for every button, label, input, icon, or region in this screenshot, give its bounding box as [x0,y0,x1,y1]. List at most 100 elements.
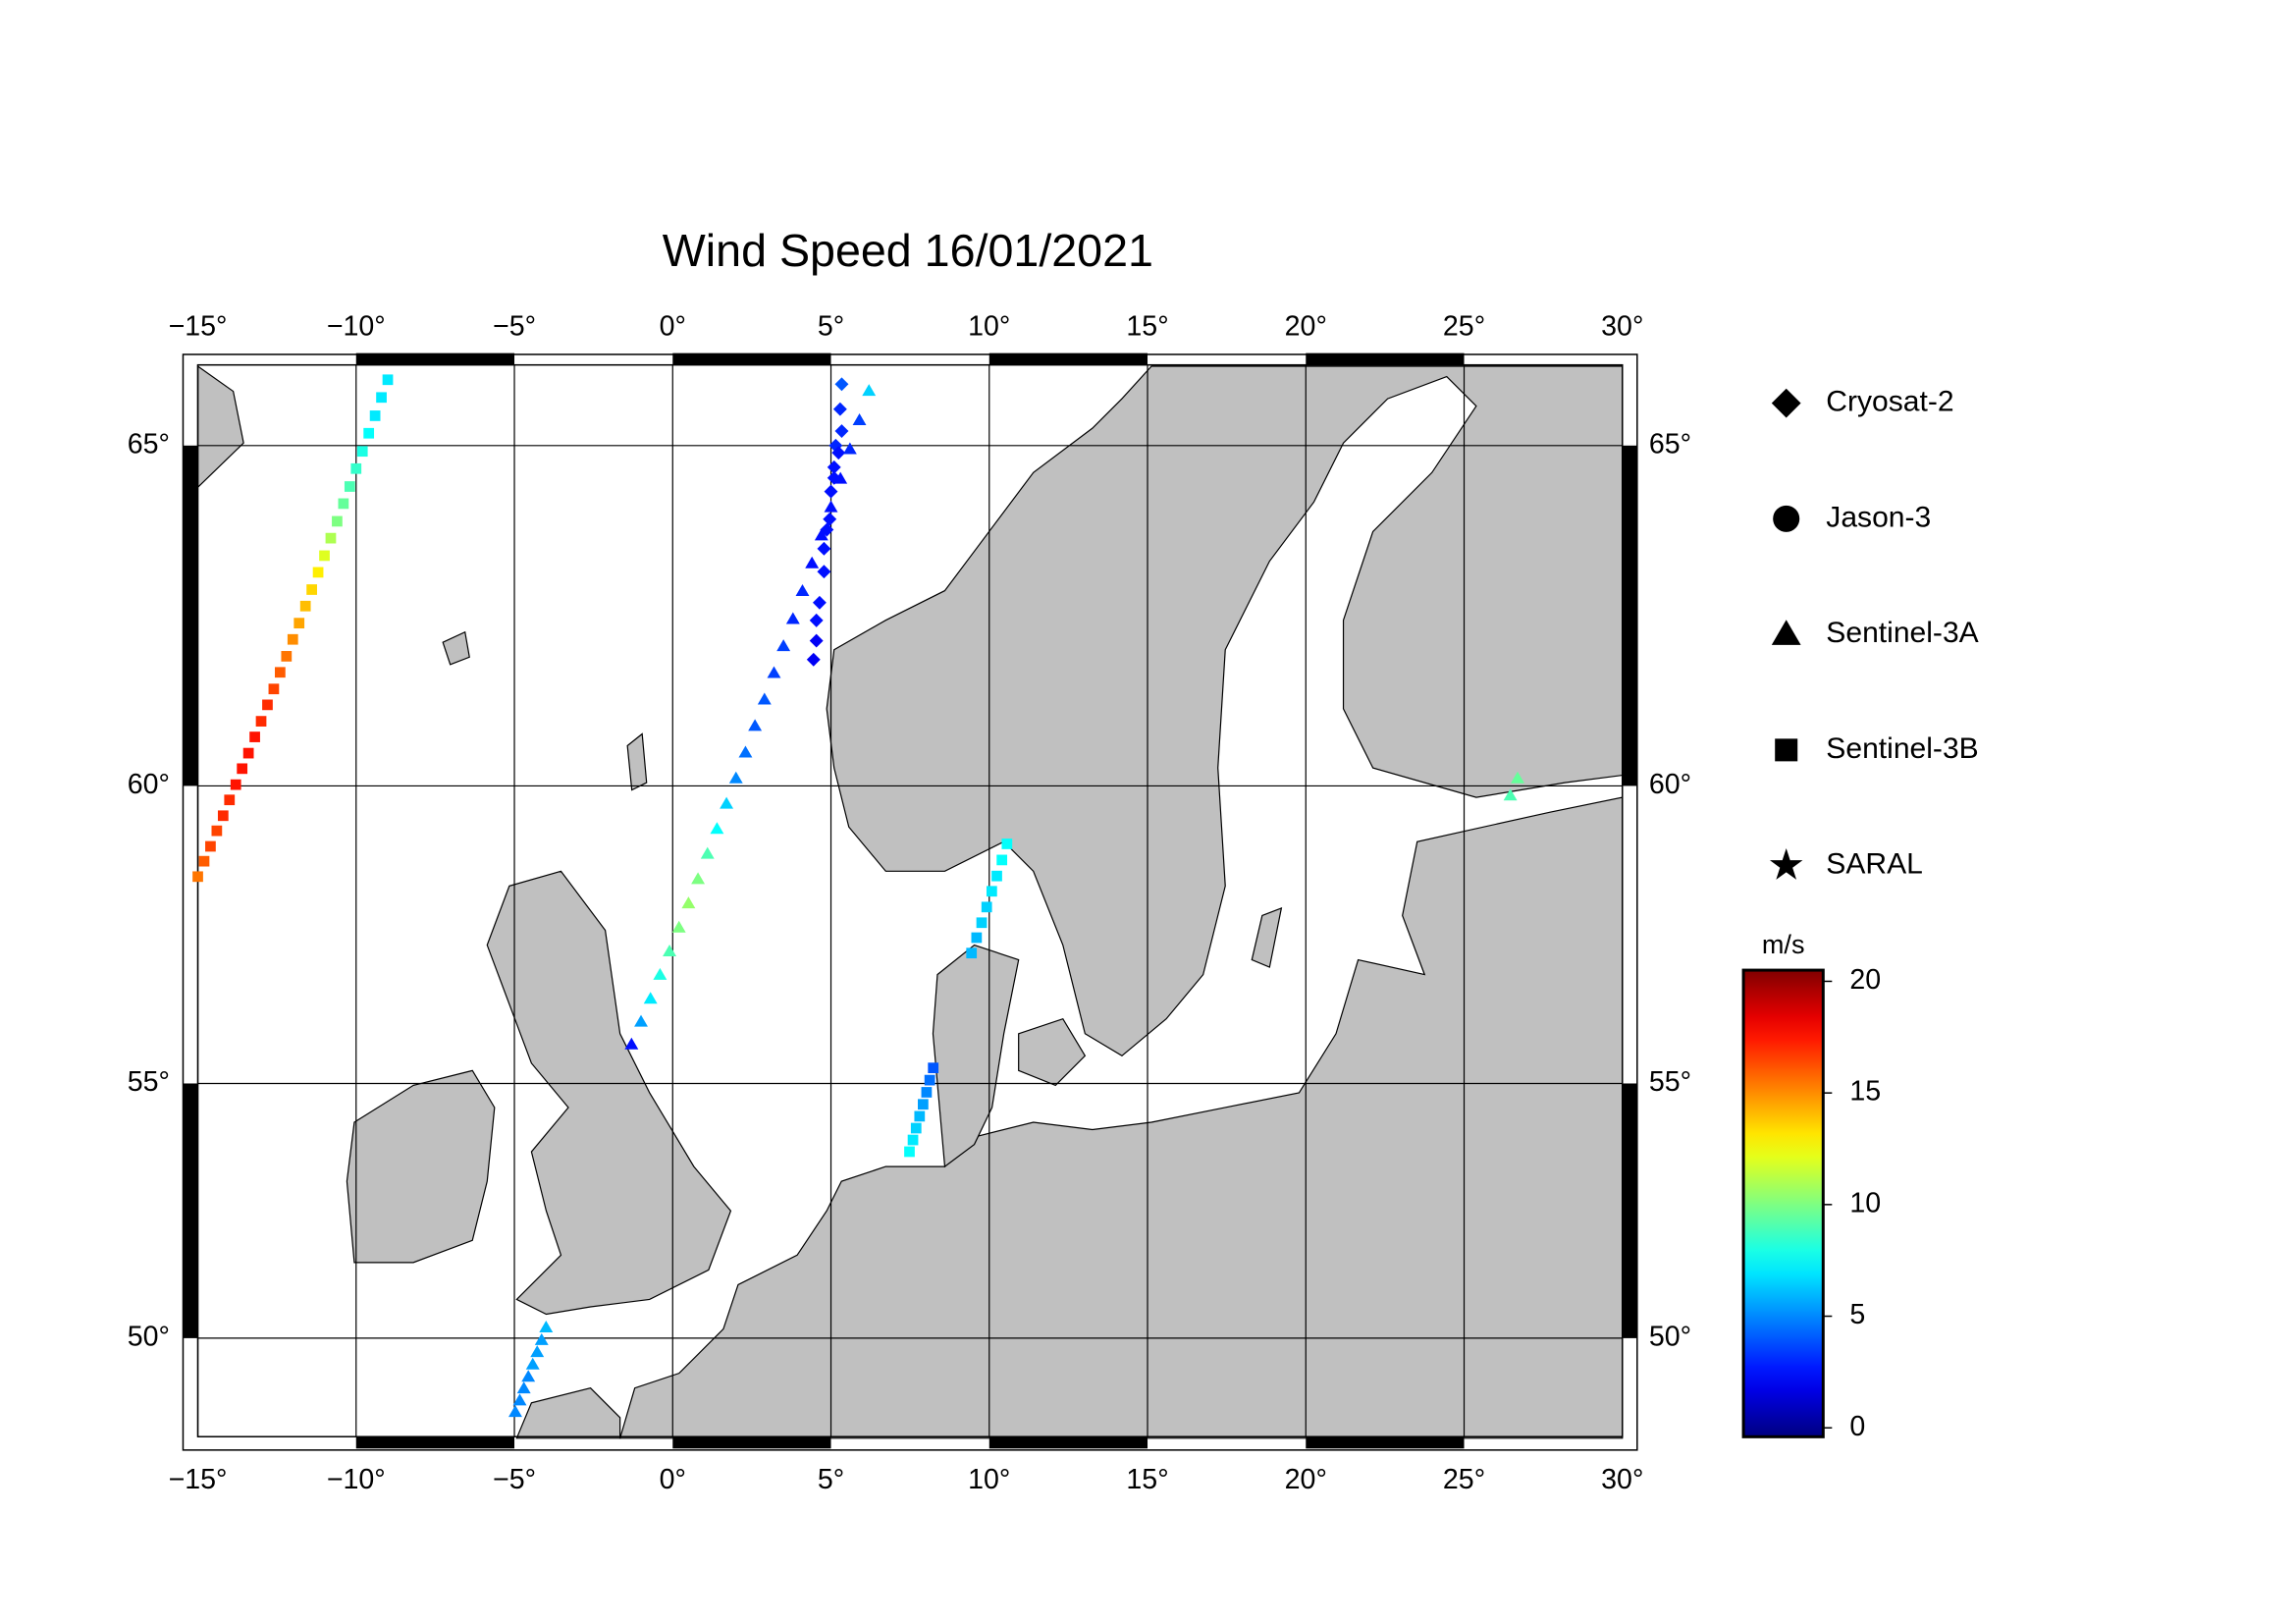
x-tick-label: −15° [169,1464,228,1495]
frame-bar [1622,1083,1637,1338]
denmark [932,944,1020,1168]
data-point [294,618,305,629]
data-point [255,716,267,727]
data-point [1503,788,1518,801]
data-point [249,731,260,742]
colorbar-tick-label: 15 [1849,1076,1881,1108]
data-point [812,595,827,610]
data-point [831,446,846,460]
ireland [346,1069,496,1264]
legend-marker [1775,738,1798,762]
data-point [918,1099,929,1110]
data-point [299,600,311,612]
danish-islands [1018,1017,1087,1087]
faroe [442,630,470,666]
data-point [262,699,273,711]
legend-marker [1771,620,1801,645]
data-point [738,745,753,758]
data-point [363,427,375,439]
data-point [306,584,317,595]
data-point [817,565,831,579]
data-point [287,633,298,645]
data-point [817,541,831,556]
brittany [515,1387,621,1439]
data-point [338,498,349,510]
data-point [921,1087,933,1098]
data-point [809,613,824,627]
colorbar-label: m/s [1762,929,1805,959]
data-point [976,917,988,929]
data-point [319,550,330,562]
data-point [325,532,337,544]
data-point [525,1357,540,1370]
shetland [626,732,648,791]
x-tick-label: −15° [169,310,228,342]
legend-label: Jason-3 [1826,501,1931,533]
scandinavia [826,365,1624,1057]
colorbar-tick-label: 5 [1849,1299,1865,1330]
frame-bar [1306,352,1465,365]
data-point [981,901,992,913]
x-tick-label: −10° [327,310,386,342]
data-point [512,1393,527,1406]
data-point [634,1014,648,1027]
data-point [376,392,387,404]
x-tick-label: 5° [818,1464,844,1495]
data-point [1511,771,1524,784]
frame-bar [988,1436,1148,1449]
data-point [832,402,847,416]
colorbar [1741,968,1825,1438]
data-point [842,442,857,455]
data-point [710,822,724,835]
data-point [806,652,821,667]
data-point [332,515,343,527]
legend-label: Cryosat-2 [1826,386,1953,418]
data-point [281,651,293,662]
data-point [795,583,810,596]
frame-bar [183,445,198,786]
data-point [824,484,838,499]
y-tick-label: 65° [128,428,170,460]
data-point [268,683,280,695]
x-tick-label: 30° [1601,1464,1643,1495]
data-point [624,1037,639,1050]
colorbar-tick-label: 0 [1849,1411,1865,1442]
data-point [824,500,838,513]
data-point [767,666,781,678]
data-point [805,556,820,568]
data-point [211,825,223,837]
data-point [382,374,394,386]
x-tick-label: 20° [1285,310,1327,342]
frame-bar [1306,1436,1465,1449]
data-point [907,1134,919,1146]
data-point [834,377,849,392]
data-point [237,763,248,775]
legend-marker [1769,848,1803,880]
data-point [966,947,978,959]
chart-title: Wind Speed 16/01/2021 [663,225,1153,276]
data-point [205,840,216,852]
data-point [986,886,997,897]
data-point [671,920,686,933]
data-point [828,438,843,453]
data-point [653,967,667,980]
frame-bar [988,352,1148,365]
data-point [312,567,324,578]
data-point [910,1122,922,1134]
y-tick-label: 60° [1649,769,1691,800]
data-point [516,1381,531,1394]
data-point [928,1062,939,1074]
x-tick-label: 5° [818,310,844,342]
data-point [971,932,983,944]
y-tick-label: 50° [1649,1321,1691,1352]
great-britain [486,870,732,1316]
data-point [1001,839,1013,849]
colorbar-tick-label: 20 [1849,964,1881,996]
data-point [852,412,867,425]
colorbar-tick-label: 10 [1849,1187,1881,1218]
x-tick-label: −10° [327,1464,386,1495]
data-point [996,854,1008,866]
y-tick-label: 55° [1649,1066,1691,1098]
data-point [539,1320,554,1332]
